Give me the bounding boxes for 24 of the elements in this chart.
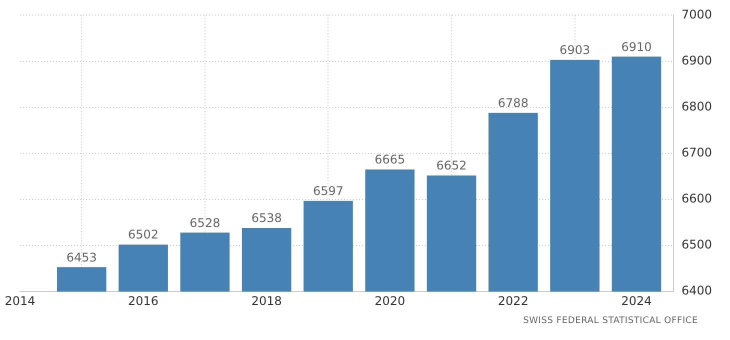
data-label: 6453 [66,250,97,264]
x-tick-label: 2020 [374,294,406,308]
x-tick-label: 2016 [128,294,159,308]
y-tick-label: 6800 [681,99,712,114]
x-tick-label: 2022 [498,294,528,308]
data-label: 6910 [621,40,652,54]
data-label: 6538 [251,211,282,226]
data-label: 6903 [560,43,590,58]
y-tick-label: 6500 [681,238,712,252]
data-label: 6528 [190,216,220,230]
y-tick-label: 6600 [681,192,712,206]
data-label: 6788 [498,96,528,110]
x-tick-label: 2024 [621,294,652,308]
data-label: 6597 [312,184,344,198]
y-tick-label: 6900 [681,53,712,68]
data-label: 6665 [374,152,406,167]
x-tick-label: 2014 [4,294,36,308]
y-tick-label: 7000 [681,7,712,22]
y-tick-label: 6700 [681,146,712,160]
data-label: 6652 [436,158,467,173]
x-tick-label: 2018 [251,294,282,308]
y-tick-label: 6400 [681,284,712,298]
text: SWISS FEDERAL STATISTICAL OFFICE [523,316,698,326]
data-label: 6502 [128,228,159,242]
